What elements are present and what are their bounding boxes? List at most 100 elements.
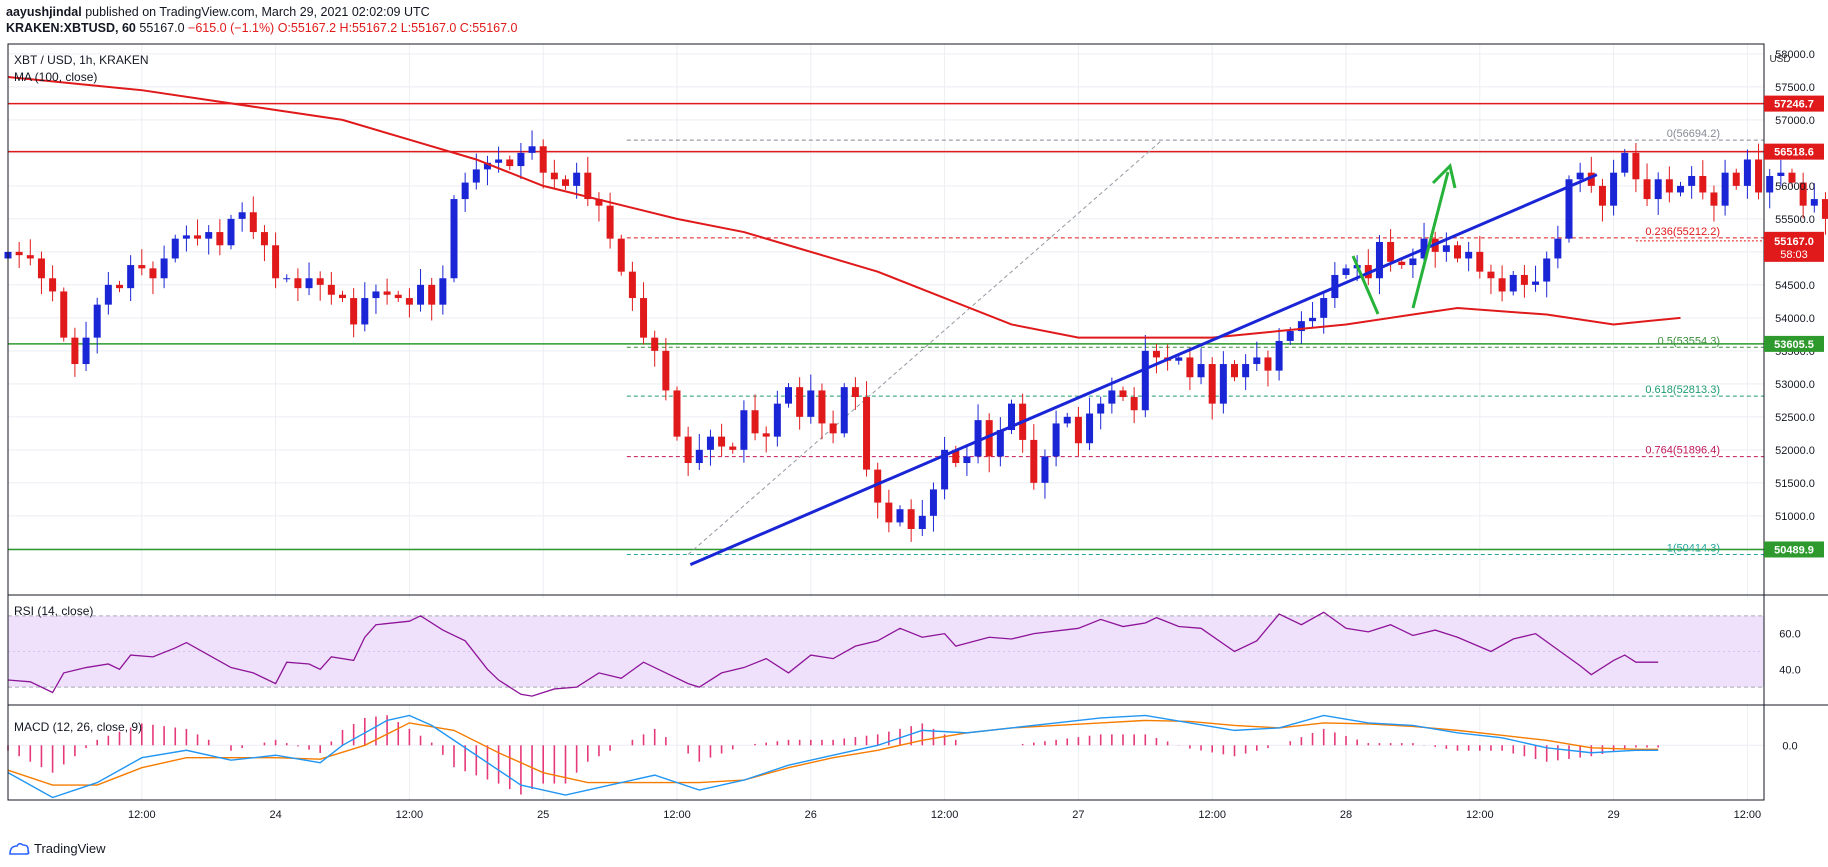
time-tick-label: 29 — [1607, 809, 1619, 821]
candle — [885, 489, 893, 533]
candle — [863, 381, 871, 477]
level-price-tag-label: 53605.5 — [1774, 339, 1814, 351]
candle-body — [1141, 350, 1149, 411]
candle — [740, 400, 748, 463]
fibonacci-retracement[interactable]: 0(56694.2) 0.236(55212.2) 0.5(53554.3) 0.61… — [626, 128, 1764, 555]
candle — [182, 225, 190, 252]
candle — [1008, 399, 1015, 434]
candle — [718, 423, 726, 457]
price-tick-label: 53000.0 — [1775, 379, 1815, 391]
candle-body — [372, 291, 380, 299]
candle — [907, 499, 915, 542]
candle — [539, 139, 547, 189]
projection-arrows — [1351, 163, 1457, 315]
candle — [339, 290, 346, 303]
trendline[interactable] — [689, 173, 1598, 567]
candle — [1231, 360, 1238, 382]
candle-body — [160, 258, 168, 279]
candle-body — [1264, 357, 1272, 371]
candle-body — [1130, 397, 1138, 411]
candle — [1208, 357, 1216, 420]
candle-body — [1665, 179, 1673, 193]
author-name[interactable]: aayushjindal — [6, 5, 82, 19]
level-price-tag-label: 50489.9 — [1774, 544, 1814, 556]
candle — [851, 377, 859, 410]
candle-body — [996, 430, 1004, 457]
candle-body — [929, 489, 937, 516]
candle — [1197, 348, 1205, 385]
candle-body — [216, 232, 224, 246]
candle-body — [1208, 364, 1216, 404]
candle-body — [651, 337, 659, 351]
tradingview-footer[interactable]: TradingView — [8, 841, 106, 856]
candle — [628, 261, 636, 311]
price-tick-label: 52500.0 — [1775, 412, 1815, 424]
candle — [1509, 270, 1517, 296]
candle — [1587, 156, 1595, 193]
quote-line: KRAKEN:XBTUSD, 60 55167.0 −615.0 (−1.1%)… — [6, 20, 517, 36]
price-tick-label: 54500.0 — [1775, 280, 1815, 292]
macd-legend: MACD (12, 26, close, 9) — [14, 720, 142, 734]
candle — [684, 426, 692, 476]
candle — [1465, 241, 1473, 272]
level-price-tag — [1764, 541, 1824, 558]
candle — [506, 155, 514, 171]
candle-body — [550, 172, 558, 180]
candle-body — [171, 238, 179, 259]
tradingview-logo-icon — [9, 842, 30, 855]
time-tick-label: 24 — [269, 809, 281, 821]
candlesticks — [4, 130, 1828, 542]
candle-body — [562, 179, 569, 186]
candle-body — [60, 291, 68, 338]
candle — [929, 482, 937, 532]
candle-body — [149, 268, 157, 279]
candle-body — [1309, 317, 1317, 322]
candle-body — [829, 423, 837, 434]
candle — [1030, 424, 1038, 490]
candle-body — [1197, 364, 1205, 378]
candle — [1799, 172, 1807, 219]
candle — [171, 234, 179, 263]
candle-body — [1030, 439, 1038, 483]
rsi-tick-label: 60.0 — [1779, 629, 1800, 641]
candle — [327, 271, 335, 305]
candle — [49, 265, 57, 302]
candle-body — [238, 212, 246, 219]
candle-body — [662, 350, 670, 391]
time-tick-label: 12:00 — [663, 809, 691, 821]
price-tick-label: 55500.0 — [1775, 214, 1815, 226]
candle — [1297, 311, 1305, 344]
fib-level-label: 0.236(55212.2) — [1645, 226, 1720, 238]
price-tick-label: 56000.0 — [1775, 181, 1815, 193]
candle — [773, 390, 781, 447]
candle-body — [1275, 340, 1283, 371]
candle-body — [1186, 357, 1194, 378]
time-tick-label: 12:00 — [1198, 809, 1226, 821]
rsi-legend: RSI (14, close) — [14, 604, 93, 618]
price-change: −615.0 (−1.1%) — [188, 21, 275, 35]
candle-body — [1487, 271, 1495, 279]
candle — [1576, 162, 1584, 193]
candle — [1810, 183, 1818, 213]
candle — [1755, 143, 1763, 200]
candle-body — [394, 294, 402, 299]
candle — [1364, 249, 1372, 286]
candle — [1665, 166, 1673, 203]
candle — [238, 202, 246, 232]
time-tick-label: 25 — [537, 809, 549, 821]
chart-title: XBT / USD, 1h, KRAKEN — [14, 53, 149, 67]
candle-body — [718, 436, 726, 447]
candle-body — [1788, 172, 1796, 183]
candle-body — [506, 159, 514, 167]
candle — [1688, 166, 1696, 199]
candle-body — [1721, 172, 1729, 206]
candle-body — [37, 258, 45, 279]
candle — [127, 255, 135, 302]
tradingview-brand: TradingView — [34, 841, 106, 856]
candle-body — [974, 420, 982, 457]
candle — [361, 282, 369, 332]
candle — [1264, 350, 1272, 387]
candle-body — [684, 436, 692, 464]
candle — [918, 499, 926, 536]
